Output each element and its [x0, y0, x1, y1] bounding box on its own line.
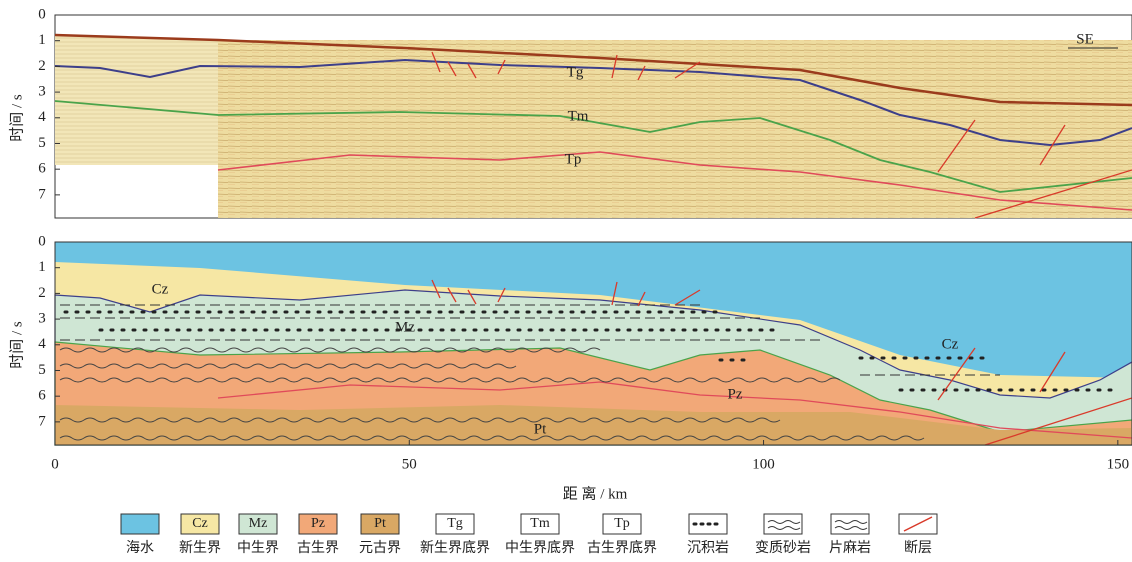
- legend-label: 古生界: [297, 540, 339, 556]
- x-axis-label: 距 离 / km: [563, 485, 628, 502]
- x-tick-label: 50: [402, 456, 417, 472]
- y-axis-label: 时间 / s: [8, 94, 25, 142]
- y-tick-label: 0: [38, 233, 46, 249]
- legend-label: 元古界: [359, 540, 401, 556]
- legend-swatch: [121, 514, 159, 534]
- y-tick-label: 2: [38, 285, 46, 301]
- y-tick-label: 5: [38, 362, 46, 378]
- y-tick-label: 6: [38, 161, 46, 177]
- horizon-label: Tp: [565, 151, 582, 167]
- legend-label: 变质砂岩: [755, 540, 811, 556]
- x-tick-label: 100: [752, 456, 775, 472]
- y-tick-label: 1: [38, 32, 46, 48]
- horizon-label: Tm: [568, 108, 589, 124]
- y-tick-label: 3: [38, 84, 46, 100]
- legend-item: Pz 古生界: [297, 514, 339, 556]
- legend-swatch-label: Tp: [614, 516, 630, 531]
- legend-label: 片麻岩: [829, 540, 871, 556]
- y-tick-label: 6: [38, 388, 46, 404]
- unit-label: Cz: [152, 281, 169, 297]
- legend-label: 中生界底界: [505, 540, 575, 556]
- legend-item: Mz 中生界: [237, 514, 279, 556]
- legend-item: Cz 新生界: [179, 514, 221, 556]
- legend-swatch-label: Pz: [311, 516, 325, 531]
- y-tick-label: 4: [38, 336, 46, 352]
- legend-item: Tp 古生界底界: [587, 514, 657, 556]
- y-tick-label: 4: [38, 109, 46, 125]
- legend-item: 片麻岩: [829, 514, 871, 556]
- horizon-label: Tg: [567, 64, 584, 80]
- unit-label: Pz: [728, 386, 743, 402]
- legend-item: 沉积岩: [687, 514, 729, 556]
- figure: SE Tg Tm Tp: [0, 0, 1132, 562]
- legend-label: 沉积岩: [687, 540, 729, 556]
- direction: SE: [1076, 31, 1094, 47]
- legend-swatch-label: Tg: [447, 516, 463, 531]
- y-tick-label: 7: [38, 186, 46, 202]
- y-tick-label: 2: [38, 58, 46, 74]
- legend-label: 新生界: [179, 540, 221, 556]
- y-tick-label: 7: [38, 413, 46, 429]
- legend-item: 变质砂岩: [755, 514, 811, 556]
- legend-swatch-label: Tm: [530, 516, 550, 531]
- legend-item: Tm 中生界底界: [505, 514, 575, 556]
- legend-label: 断层: [904, 540, 932, 556]
- legend-swatch-label: Pt: [374, 516, 386, 531]
- legend-label: 古生界底界: [587, 540, 657, 556]
- y-axis-label: 时间 / s: [8, 321, 25, 369]
- legend-item: 海水: [121, 514, 159, 556]
- unit-label: Mz: [395, 319, 415, 335]
- unit-label: Pt: [534, 421, 547, 437]
- legend-swatch-label: Cz: [192, 516, 208, 531]
- y-tick-label: 0: [38, 6, 46, 22]
- x-tick-label: 150: [1107, 456, 1130, 472]
- y-tick-label: 5: [38, 135, 46, 151]
- unit-label: Cz: [942, 336, 959, 352]
- x-tick-label: 0: [51, 456, 59, 472]
- seismic-panel: SE Tg Tm Tp: [55, 15, 1132, 218]
- legend-label: 海水: [126, 540, 154, 556]
- y-tick-label: 3: [38, 311, 46, 327]
- legend-item: Pt 元古界: [359, 514, 401, 556]
- legend-item: 断层: [899, 514, 937, 556]
- legend-label: 新生界底界: [420, 540, 490, 556]
- legend-swatch-label: Mz: [249, 516, 268, 531]
- legend-item: Tg 新生界底界: [420, 514, 490, 556]
- legend-label: 中生界: [237, 540, 279, 556]
- y-tick-label: 1: [38, 259, 46, 275]
- interpretation-panel: Cz Mz Cz Pz Pt: [55, 242, 1132, 445]
